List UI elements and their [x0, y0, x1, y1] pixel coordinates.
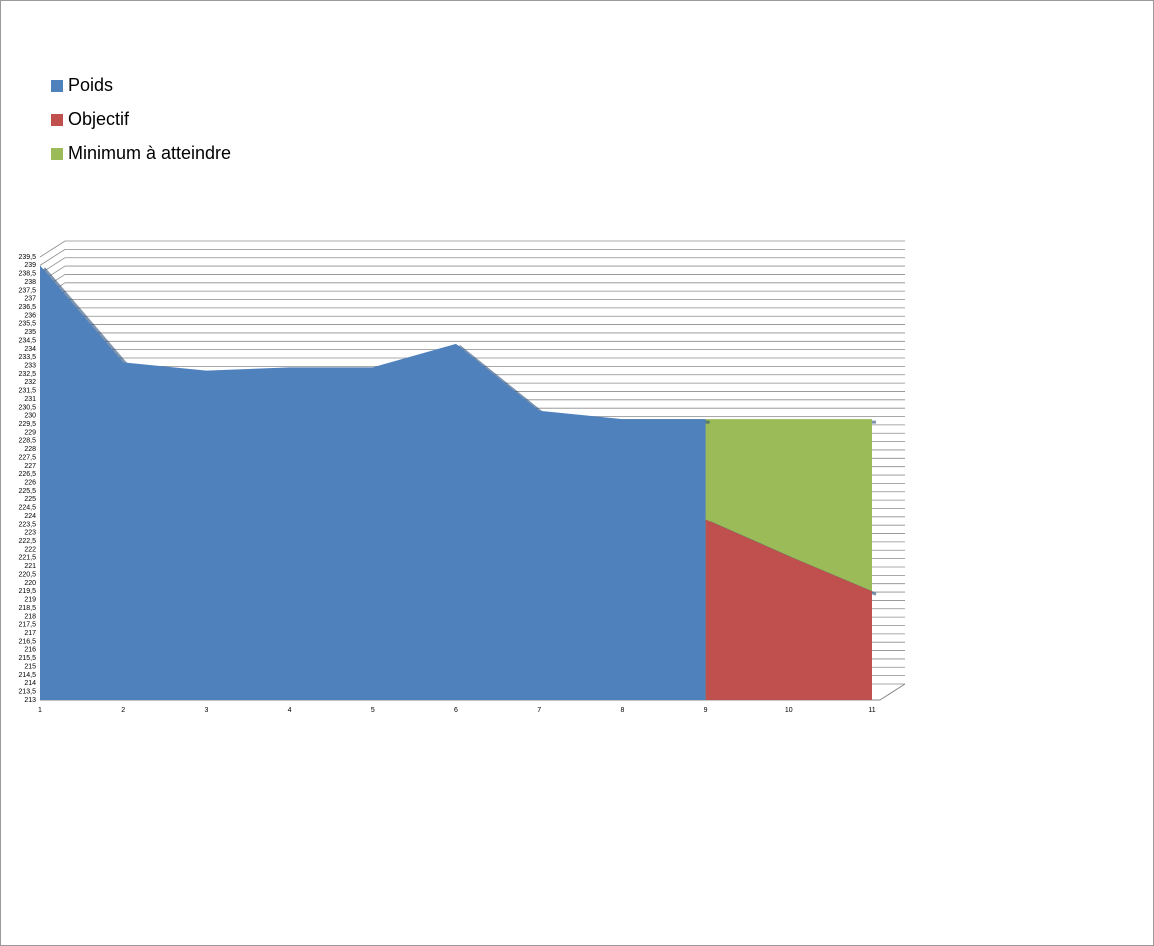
- x-tick-label: 3: [204, 707, 208, 714]
- y-tick-label: 237,5: [18, 287, 36, 294]
- x-tick-label: 6: [454, 707, 458, 714]
- y-tick-label: 238: [24, 279, 36, 286]
- y-tick-label: 231,5: [18, 388, 36, 395]
- y-tick-label: 217,5: [18, 622, 36, 629]
- y-tick-label: 233: [24, 363, 36, 370]
- legend-label: Poids: [68, 75, 113, 95]
- y-tick-label: 227,5: [18, 454, 36, 461]
- y-tick-label: 236: [24, 312, 36, 319]
- legend-swatch: [51, 114, 63, 126]
- grid-line: [39, 240, 66, 258]
- y-tick-label: 222: [24, 546, 36, 553]
- x-tick-label: 2: [121, 707, 125, 714]
- y-tick-label: 217: [24, 630, 36, 637]
- y-tick-label: 229,5: [18, 421, 36, 428]
- area: [40, 265, 706, 700]
- y-tick-label: 216: [24, 647, 36, 654]
- x-tick-label: 8: [620, 707, 624, 714]
- y-tick-label: 225: [24, 496, 36, 503]
- y-tick-label: 218: [24, 613, 36, 620]
- legend-swatch: [51, 148, 63, 160]
- y-tick-label: 237: [24, 296, 36, 303]
- y-tick-label: 232: [24, 379, 36, 386]
- x-tick-label: 4: [288, 707, 292, 714]
- y-tick-label: 231: [24, 396, 36, 403]
- y-tick-label: 214,5: [18, 672, 36, 679]
- y-tick-label: 223,5: [18, 521, 36, 528]
- y-tick-label: 233,5: [18, 354, 36, 361]
- y-tick-label: 238,5: [18, 271, 36, 278]
- y-tick-label: 213: [24, 697, 36, 704]
- y-tick-label: 218,5: [18, 605, 36, 612]
- x-tick-label: 10: [785, 707, 793, 714]
- y-tick-label: 224: [24, 513, 36, 520]
- y-tick-label: 219,5: [18, 588, 36, 595]
- y-tick-label: 236,5: [18, 304, 36, 311]
- y-tick-label: 239: [24, 262, 36, 269]
- x-tick-label: 11: [868, 707, 875, 714]
- y-tick-label: 226,5: [18, 471, 36, 478]
- y-tick-label: 234,5: [18, 337, 36, 344]
- y-tick-label: 228: [24, 446, 36, 453]
- y-tick-label: 224,5: [18, 505, 36, 512]
- x-tick-label: 9: [704, 707, 708, 714]
- y-tick-label: 225,5: [18, 488, 36, 495]
- x-tick-label: 5: [371, 707, 375, 714]
- y-tick-label: 221: [24, 563, 36, 570]
- y-tick-label: 235,5: [18, 321, 36, 328]
- y-tick-label: 230,5: [18, 404, 36, 411]
- y-tick-label: 222,5: [18, 538, 36, 545]
- y-tick-label: 230: [24, 413, 36, 420]
- grid-line: [39, 249, 66, 266]
- y-tick-label: 220: [24, 580, 36, 587]
- y-tick-label: 239,5: [18, 254, 36, 261]
- y-tick-label: 214: [24, 680, 36, 687]
- x-tick-label: 7: [537, 707, 541, 714]
- y-tick-label: 223: [24, 530, 36, 537]
- legend-label: Minimum à atteindre: [68, 143, 231, 163]
- area: [705, 519, 872, 700]
- legend-label: Objectif: [68, 109, 130, 129]
- y-tick-label: 213,5: [18, 688, 36, 695]
- y-tick-label: 228,5: [18, 438, 36, 445]
- y-tick-label: 216,5: [18, 638, 36, 645]
- y-tick-label: 234: [24, 346, 36, 353]
- y-tick-label: 229: [24, 429, 36, 436]
- y-tick-label: 215,5: [18, 655, 36, 662]
- y-tick-label: 221,5: [18, 555, 36, 562]
- y-tick-label: 227: [24, 463, 36, 470]
- x-tick-label: 1: [38, 707, 42, 714]
- y-tick-label: 219: [24, 597, 36, 604]
- y-tick-label: 215: [24, 663, 36, 670]
- axis: [879, 683, 906, 701]
- y-tick-label: 220,5: [18, 571, 36, 578]
- legend-swatch: [51, 80, 63, 92]
- y-tick-label: 226: [24, 480, 36, 487]
- y-tick-label: 232,5: [18, 371, 36, 378]
- y-tick-label: 235: [24, 329, 36, 336]
